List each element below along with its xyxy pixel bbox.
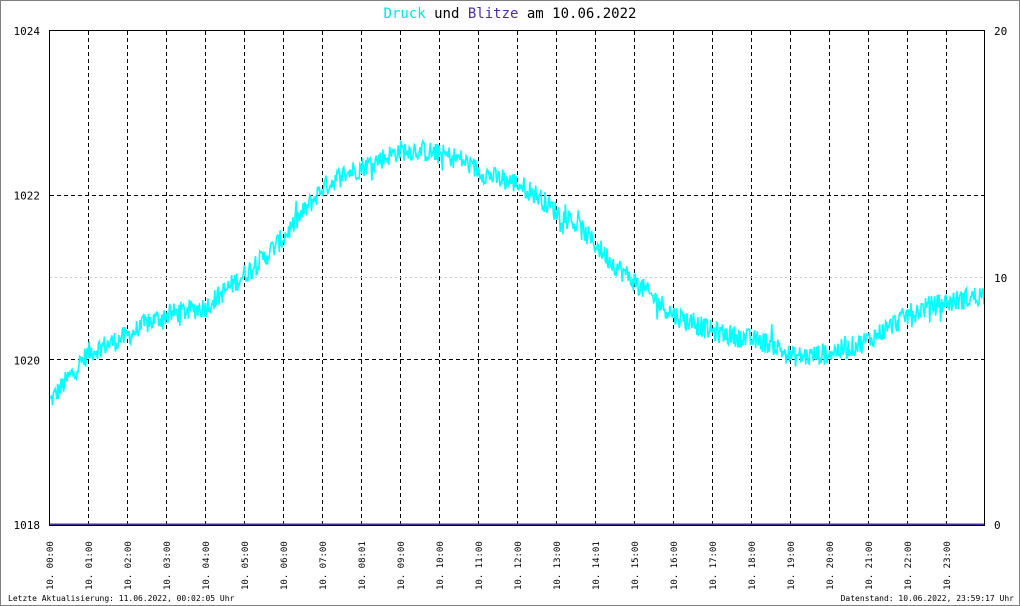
series-line-druck: [49, 138, 985, 406]
x-tick-label: 10. 06:00: [280, 541, 290, 590]
footer-last-update: Letzte Aktualisierung: 11.06.2022, 00:02…: [8, 594, 235, 603]
x-tick-label: 10. 02:00: [124, 541, 134, 590]
x-tick-label: 10. 21:00: [865, 541, 875, 590]
x-tick-label: 10. 10:00: [436, 541, 446, 590]
x-tick-label: 10. 22:00: [904, 541, 914, 590]
x-tick-label: 10. 20:00: [826, 541, 836, 590]
y-left-tick-label: 1022: [14, 190, 41, 203]
x-tick-label: 10. 16:00: [670, 541, 680, 590]
series-layer: [49, 138, 985, 526]
x-tick-label: 10. 05:00: [241, 541, 251, 590]
x-tick-label: 10. 15:00: [631, 541, 641, 590]
y-left-tick-label: 1018: [14, 519, 41, 532]
chart-title: Druck und Blitze am 10.06.2022: [384, 6, 637, 22]
x-tick-label: 10. 13:00: [553, 541, 563, 590]
plot-frame: [49, 30, 985, 526]
x-tick-label: 10. 03:00: [163, 541, 173, 590]
x-tick-label: 10. 11:00: [475, 541, 485, 590]
y-left-tick-label: 1024: [14, 25, 41, 38]
x-tick-label: 10. 12:00: [514, 541, 524, 590]
y-right-tick-label: 0: [994, 519, 1001, 532]
tick-labels: 10. 00:00 10. 01:00 10. 02:00 10. 03:00 10. …: [14, 25, 1008, 590]
x-tick-label: 10. 23:00: [943, 541, 953, 590]
y-right-tick-label: 20: [994, 25, 1007, 38]
x-tick-label: 10. 18:00: [748, 541, 758, 590]
y-left-tick-label: 1020: [14, 354, 41, 367]
x-tick-label: 10. 01:00: [85, 541, 95, 590]
x-tick-label: 10. 19:00: [787, 541, 797, 590]
x-tick-label: 10. 00:00: [46, 541, 56, 590]
footer-data-state: Datenstand: 10.06.2022, 23:59:17 Uhr: [841, 594, 1015, 603]
y-right-tick-label: 10: [994, 272, 1007, 285]
x-tick-label: 10. 14:01: [592, 541, 602, 590]
x-tick-label: 10. 09:00: [397, 541, 407, 590]
x-tick-label: 10. 04:00: [202, 541, 212, 590]
title-blitze: Blitze: [468, 6, 519, 22]
x-tick-label: 10. 07:00: [319, 541, 329, 590]
x-tick-label: 10. 17:00: [709, 541, 719, 590]
x-tick-label: 10. 08:01: [358, 541, 368, 590]
title-druck: Druck: [384, 6, 427, 22]
title-und: und: [426, 6, 468, 22]
title-date: am 10.06.2022: [518, 6, 636, 22]
